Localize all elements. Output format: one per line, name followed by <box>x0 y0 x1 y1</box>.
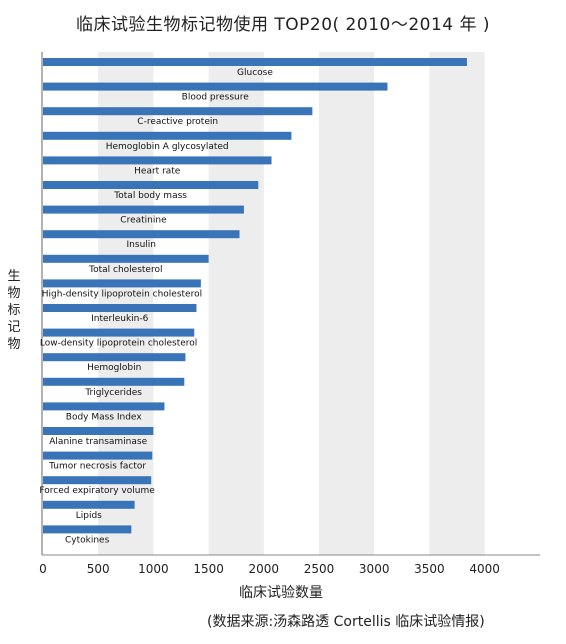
bar <box>43 402 165 411</box>
y-axis-label: 生物标记物 <box>7 269 21 352</box>
bar <box>43 500 135 509</box>
chart-title: 临床试验生物标记物使用 TOP20( 2010～2014 年 ) <box>75 15 491 35</box>
grid-band <box>208 52 264 555</box>
bars <box>43 58 467 534</box>
bar <box>43 131 292 140</box>
x-tick-label: 3500 <box>414 562 445 576</box>
bar-label: Body Mass Index <box>66 412 143 422</box>
bar <box>43 58 467 66</box>
bar-label: Tumor necrosis factor <box>48 462 146 472</box>
bar <box>43 451 153 460</box>
bar <box>43 107 313 116</box>
bar-label: C-reactive protein <box>137 117 218 127</box>
grid-band <box>429 52 485 555</box>
x-tick-label: 2000 <box>249 562 280 576</box>
x-tick-label: 2500 <box>304 562 335 576</box>
x-axis-label: 临床试验数量 <box>239 585 323 601</box>
bar-label: Low-density lipoprotein cholesterol <box>40 339 197 349</box>
bar <box>43 328 195 337</box>
bar-label: Hemoglobin <box>87 363 141 373</box>
bar <box>43 377 185 386</box>
bar <box>43 254 209 263</box>
bar-label: Forced expiratory volume <box>39 486 155 496</box>
bar-label: Triglycerides <box>84 388 142 398</box>
bar-label: Heart rate <box>134 166 181 176</box>
grid-bands <box>98 52 485 555</box>
bar <box>43 304 197 312</box>
axes <box>41 52 540 556</box>
bar-label: Hemoglobin A glycosylated <box>106 142 229 152</box>
bar <box>43 82 388 91</box>
bar-label: Interleukin-6 <box>91 314 149 324</box>
bar <box>43 476 152 485</box>
source-note: (数据来源:汤森路透 Cortellis 临床试验情报) <box>207 614 485 630</box>
bar <box>43 205 244 214</box>
bar <box>43 525 132 534</box>
bar-label: Insulin <box>127 240 156 250</box>
bar <box>43 230 240 239</box>
bar <box>43 279 201 288</box>
bar-label: Total body mass <box>113 191 187 201</box>
x-tick-label: 0 <box>39 562 47 576</box>
bar-label: Cytokines <box>65 535 110 545</box>
grid-band <box>319 52 375 555</box>
x-tick-label: 500 <box>87 562 110 576</box>
bar-labels: Glucose Blood pressure C-reactive protein H… <box>39 68 273 545</box>
bar-label: Total cholesterol <box>88 265 162 275</box>
bar-label: High-density lipoprotein cholesterol <box>42 289 202 299</box>
x-tick-label: 1000 <box>138 562 169 576</box>
bar <box>43 353 186 362</box>
x-tick-label: 4000 <box>469 562 500 576</box>
bar-label: Alanine transaminase <box>49 437 147 447</box>
bar <box>43 427 154 435</box>
bar-label: Glucose <box>237 68 273 78</box>
bar-label: Blood pressure <box>182 93 250 103</box>
bar <box>43 181 259 189</box>
bar <box>43 156 272 165</box>
bar-label: Lipids <box>76 511 102 521</box>
x-tick-label: 3000 <box>359 562 390 576</box>
x-tick-labels: 0 500 1000 1500 2000 2500 3000 3500 4000 <box>39 562 500 576</box>
x-tick-label: 1500 <box>193 562 224 576</box>
bar-label: Creatinine <box>120 216 167 226</box>
